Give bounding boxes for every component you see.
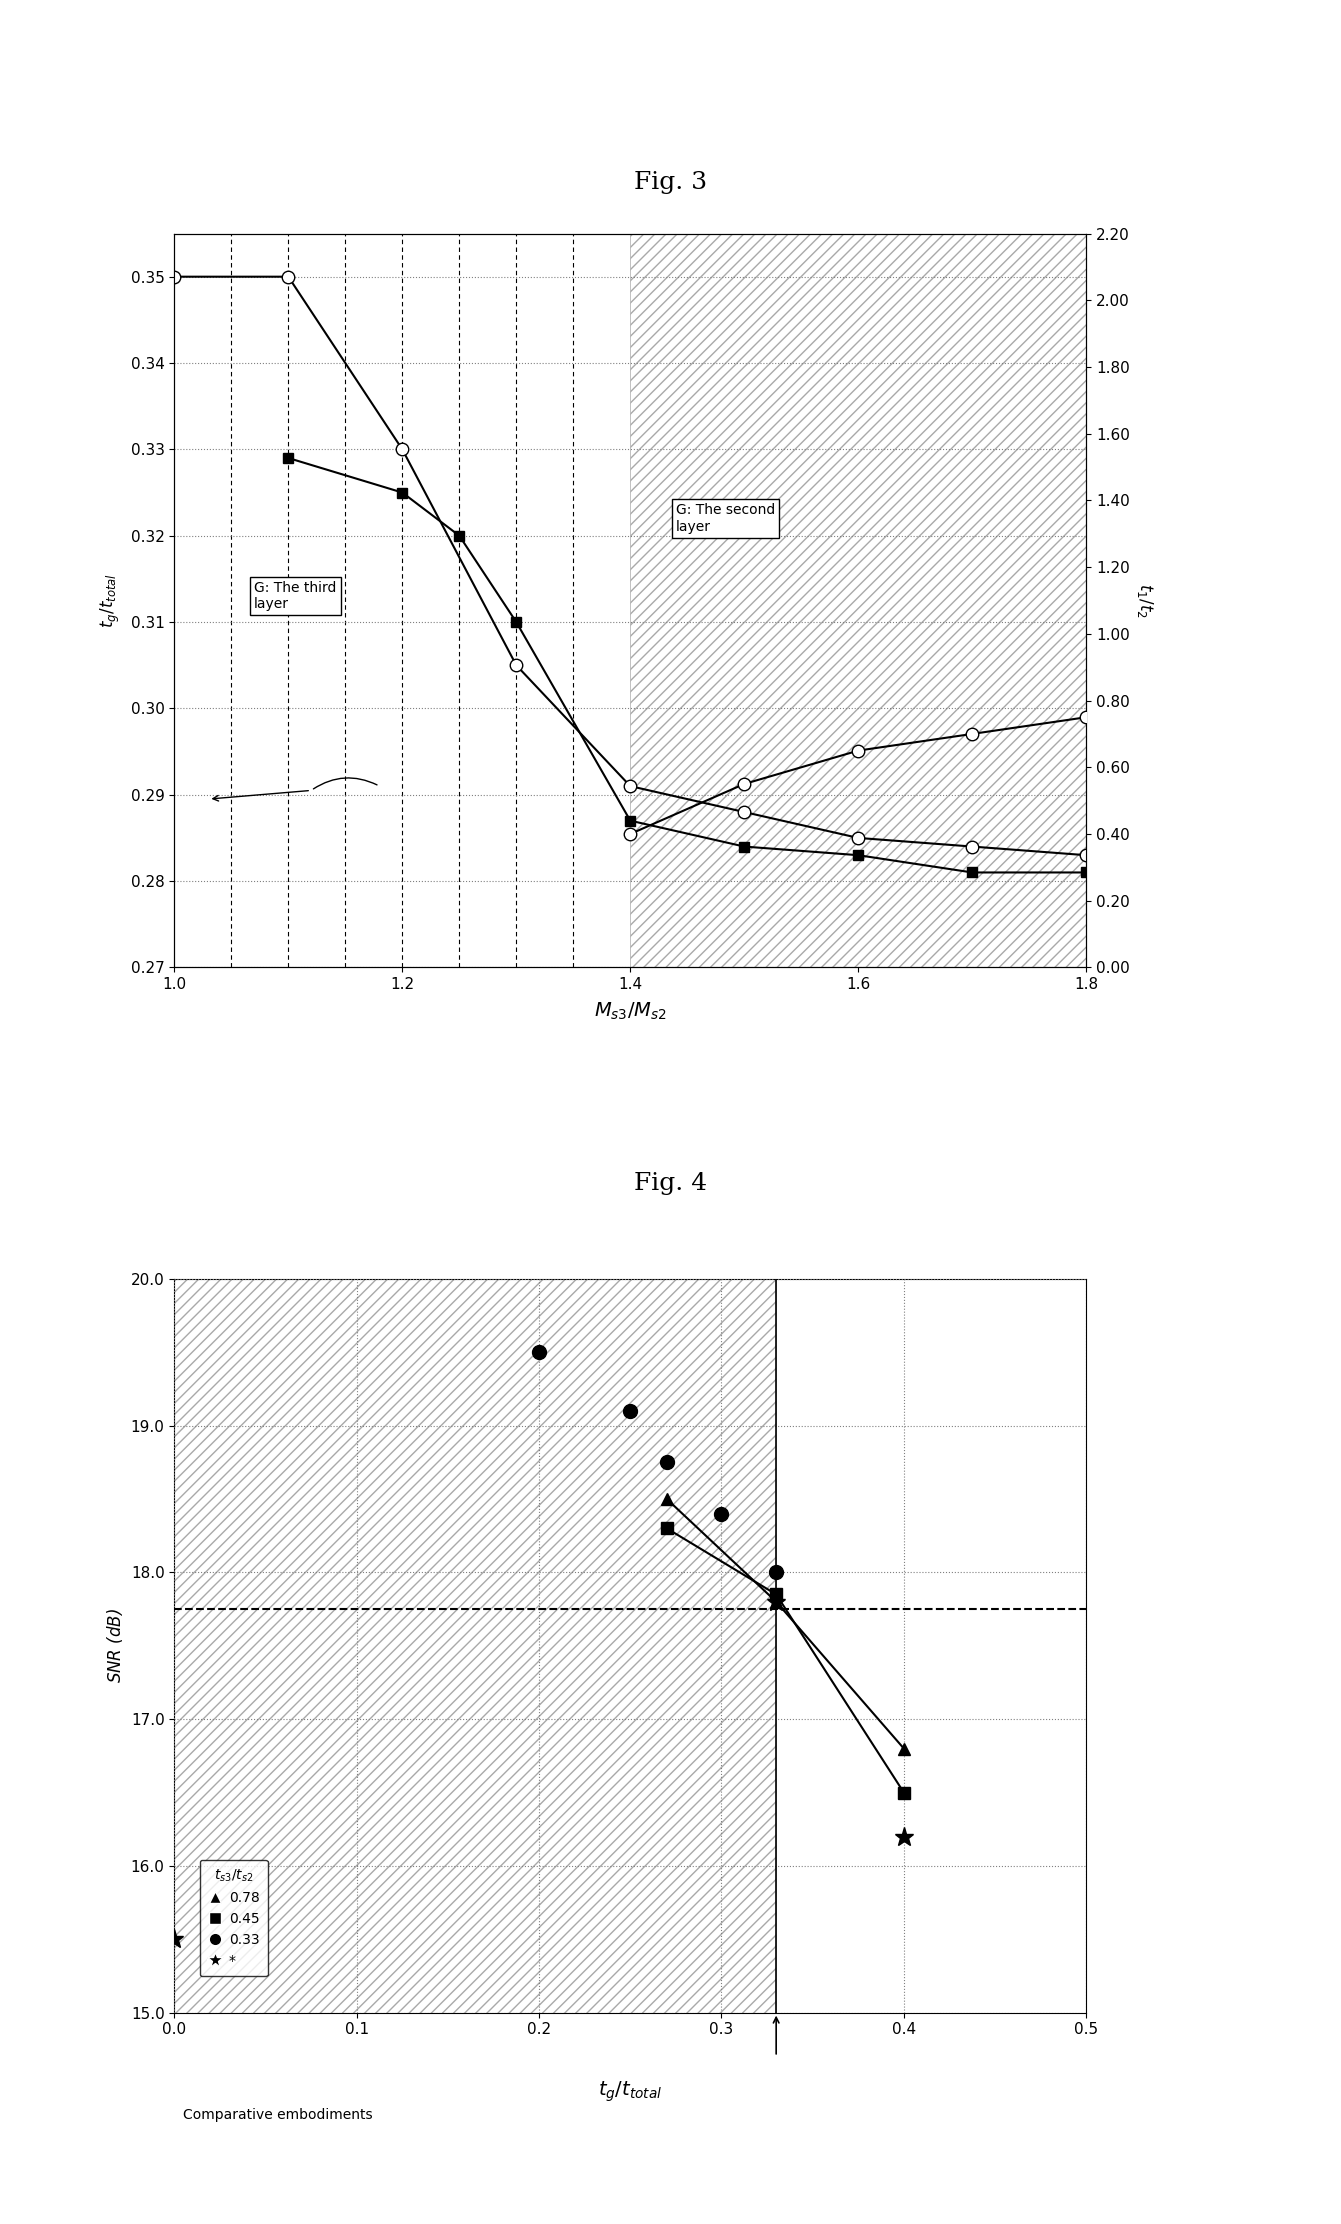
Bar	[776, 1279, 1086, 2013]
Bar	[174, 1279, 776, 2013]
Bar	[630, 234, 1086, 967]
Bar	[174, 234, 630, 967]
Text: G: The second
layer: G: The second layer	[676, 503, 775, 534]
X-axis label: $t_g/t_{total}$: $t_g/t_{total}$	[598, 2079, 662, 2104]
Legend: 0.78, 0.45, 0.33, *: 0.78, 0.45, 0.33, *	[200, 1859, 268, 1977]
X-axis label: $M_{s3}/M_{s2}$: $M_{s3}/M_{s2}$	[594, 1001, 666, 1021]
Text: G: The third
layer: G: The third layer	[255, 580, 337, 612]
Bar	[174, 1279, 776, 2013]
Text: Comparative embodiments: Comparative embodiments	[184, 2108, 373, 2122]
Text: Fig. 4: Fig. 4	[634, 1172, 707, 1194]
Text: Fig. 3: Fig. 3	[634, 171, 707, 193]
Y-axis label: $t_1/t_2$: $t_1/t_2$	[1134, 583, 1155, 618]
Y-axis label: $t_g/t_{total}$: $t_g/t_{total}$	[99, 574, 122, 627]
Y-axis label: $SNR$ (dB): $SNR$ (dB)	[105, 1608, 125, 1684]
Bar	[630, 234, 1086, 967]
